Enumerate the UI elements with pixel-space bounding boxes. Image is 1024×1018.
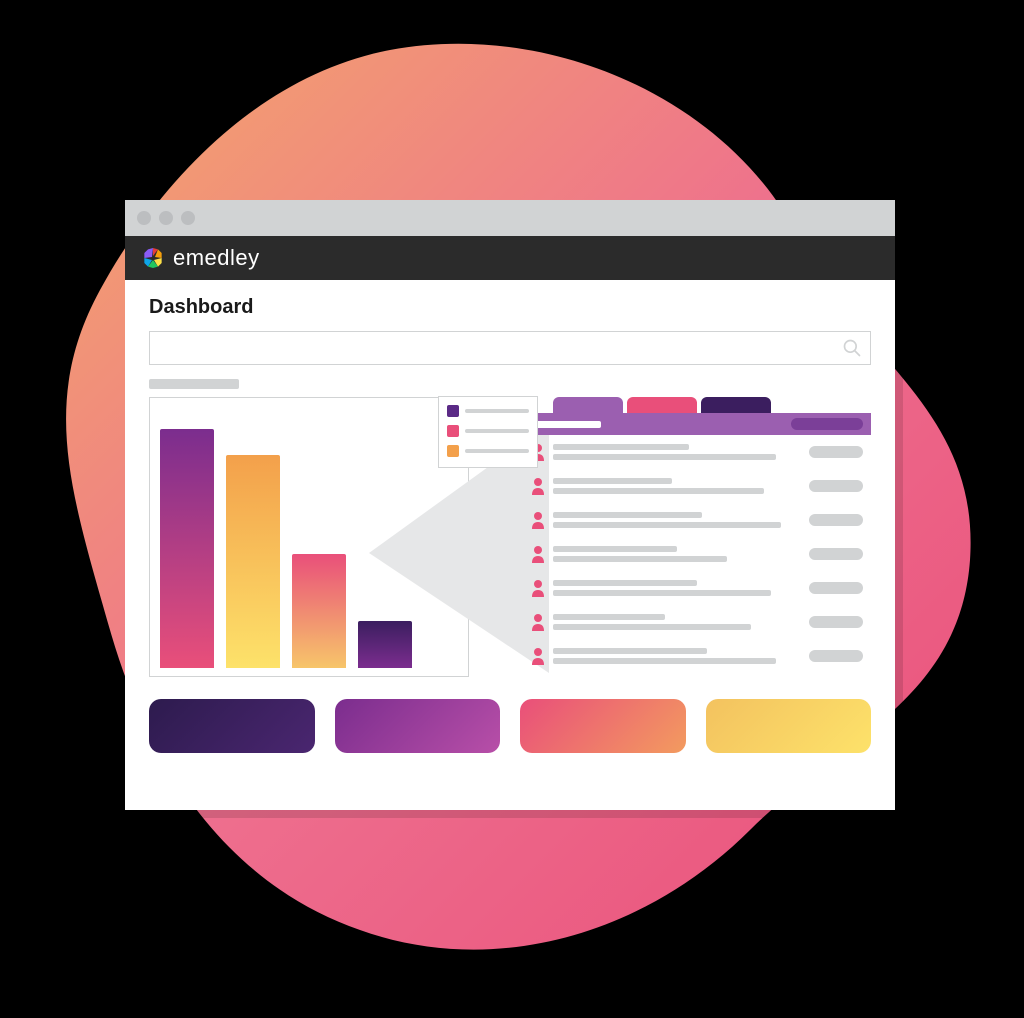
list-item-pill [809,480,863,492]
list-item-pill [809,548,863,560]
list-item[interactable] [523,605,871,639]
list-item-line1 [553,444,689,450]
card-row [149,699,871,753]
list-body [523,435,871,673]
list-header [523,413,871,435]
legend-label-placeholder [465,409,529,413]
search-input[interactable] [160,340,842,356]
list-item-line1 [553,546,677,552]
person-icon [531,579,545,597]
window-titlebar [125,200,895,236]
list-item-line2 [553,522,781,528]
list-item-pill [809,514,863,526]
summary-card[interactable] [149,699,315,753]
list-item-line2 [553,624,751,630]
legend-swatch [447,445,459,457]
person-icon [531,647,545,665]
list-item[interactable] [523,639,871,673]
chart-bar[interactable] [226,455,280,668]
list-item-content [553,648,801,664]
traffic-light-maximize[interactable] [181,211,195,225]
list-item-line2 [553,488,764,494]
legend-swatch [447,425,459,437]
list-item-line1 [553,478,672,484]
legend-row [447,425,529,437]
brand-logo-icon [141,246,165,270]
legend-label-placeholder [465,449,529,453]
list-panel [523,397,871,677]
list-item-content [553,546,801,562]
list-item-content [553,512,801,528]
content-area: Dashboard [125,280,895,773]
legend-row [447,445,529,457]
list-item-line2 [553,658,776,664]
traffic-light-minimize[interactable] [159,211,173,225]
chart-bar[interactable] [160,429,214,668]
list-item-pill [809,650,863,662]
list-item-line2 [553,556,727,562]
list-item-pill [809,616,863,628]
summary-card[interactable] [335,699,501,753]
list-item-line2 [553,454,776,460]
list-item-line1 [553,614,665,620]
legend-row [447,405,529,417]
search-icon [842,338,862,358]
legend-label-placeholder [465,429,529,433]
person-icon [531,545,545,563]
chart-legend [438,396,538,468]
header-action-pill[interactable] [791,418,863,430]
app-window: emedley Dashboard [125,200,895,810]
traffic-light-close[interactable] [137,211,151,225]
list-item[interactable] [523,469,871,503]
list-tab[interactable] [701,397,771,413]
summary-card[interactable] [706,699,872,753]
list-item-content [553,444,801,460]
list-item-line1 [553,512,702,518]
list-item[interactable] [523,435,871,469]
brand-name: emedley [173,245,260,271]
list-tab[interactable] [627,397,697,413]
section-label-placeholder [149,379,239,389]
list-item[interactable] [523,503,871,537]
list-item-line2 [553,590,771,596]
page-title: Dashboard [149,296,871,319]
brand-bar: emedley [125,236,895,280]
legend-swatch [447,405,459,417]
list-item-line1 [553,580,697,586]
summary-card[interactable] [520,699,686,753]
list-tab[interactable] [553,397,623,413]
list-item-content [553,614,801,630]
header-field [531,421,601,428]
list-item-pill [809,582,863,594]
person-icon [531,613,545,631]
list-tabs [523,397,871,413]
list-item-line1 [553,648,707,654]
list-item-content [553,580,801,596]
search-bar[interactable] [149,331,871,365]
chart-bar[interactable] [292,554,346,668]
list-item-content [553,478,801,494]
person-icon [531,511,545,529]
list-item-pill [809,446,863,458]
list-item[interactable] [523,537,871,571]
person-icon [531,477,545,495]
list-item[interactable] [523,571,871,605]
